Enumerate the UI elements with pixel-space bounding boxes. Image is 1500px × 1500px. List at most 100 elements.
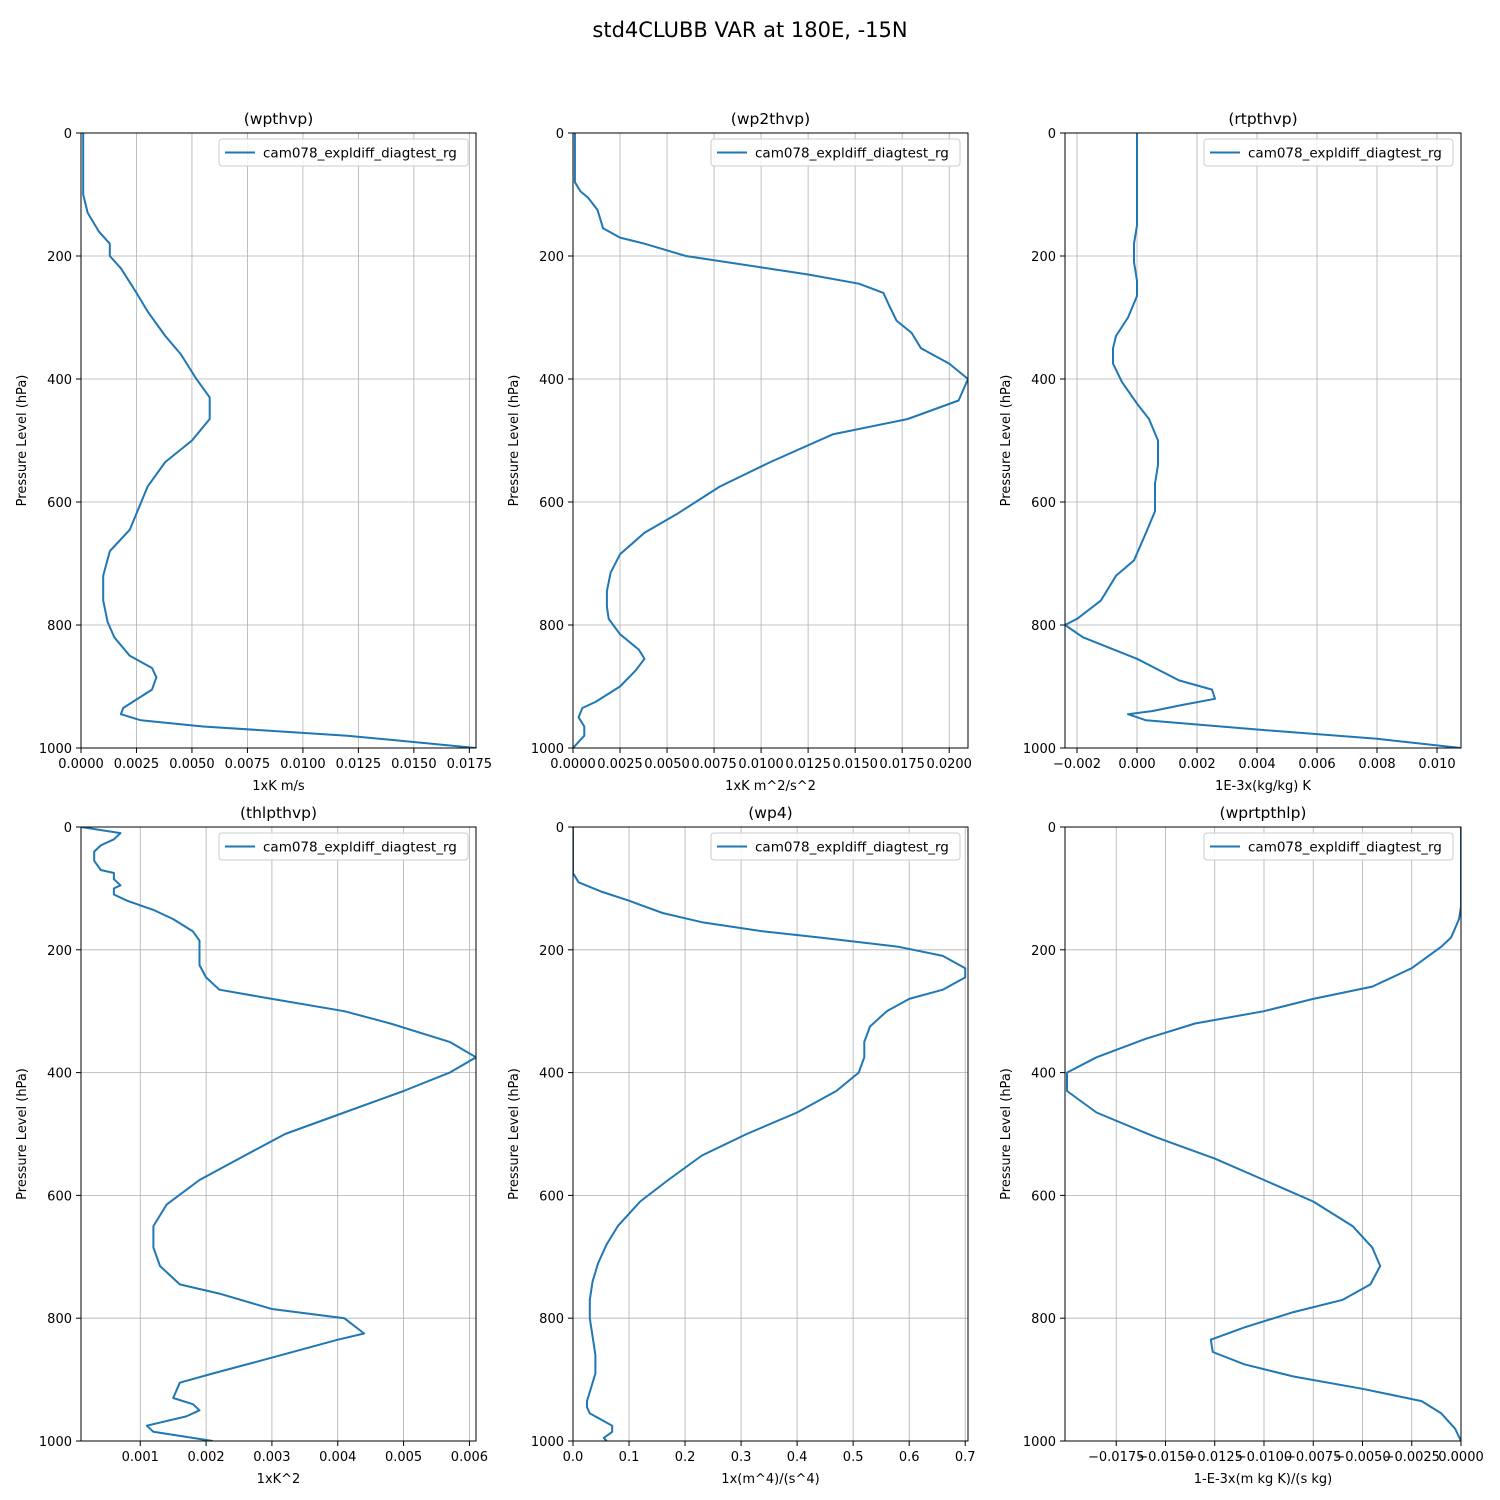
legend-entry-label: cam078_expldiff_diagtest_rg (755, 146, 949, 162)
x-tick-label: 0.0075 (225, 757, 271, 772)
x-tick-label: 0.1 (619, 1450, 640, 1465)
x-tick-label: −0.0125 (1187, 1450, 1243, 1465)
y-tick-label: 800 (47, 619, 72, 634)
legend: cam078_expldiff_diagtest_rg (1203, 138, 1454, 167)
y-axis-label: Pressure Level (hPa) (999, 375, 1014, 507)
x-tick-label: 0.002 (187, 1450, 224, 1465)
x-tick-label: 0.0150 (832, 757, 878, 772)
y-tick-label: 600 (47, 496, 72, 511)
x-tick-label: 0.010 (1418, 757, 1455, 772)
y-tick-label: 400 (1031, 373, 1056, 388)
subplot-2: 0.0000 0.0025 0.0050 0.0075 0.0100 0.0125 0.01… (507, 110, 972, 794)
y-tick-label: 0 (64, 821, 72, 836)
x-tick-label: 0.0050 (169, 757, 215, 772)
x-tick-label: −0.0175 (1088, 1450, 1144, 1465)
x-tick-label: 0.008 (1358, 757, 1395, 772)
y-tick-label: 400 (47, 1067, 72, 1082)
x-axis-label: 1E-3x(kg/kg) K (1215, 779, 1311, 794)
axes-frame (1064, 826, 1462, 1442)
y-tick-label: 600 (539, 496, 564, 511)
y-tick-label: 1000 (39, 742, 72, 757)
y-tick-label: 1000 (531, 1435, 564, 1450)
legend-box (1203, 832, 1454, 861)
subplot-3: −0.002 0.000 0.002 0.004 0.006 0.008 0.010 0 200… (999, 110, 1462, 794)
x-tick-label: 0.0175 (879, 757, 925, 772)
legend-entry-label: cam078_expldiff_diagtest_rg (1248, 840, 1442, 856)
y-tick-label: 800 (539, 619, 564, 634)
x-tick-label: 0.004 (319, 1450, 356, 1465)
x-tick-label: 0.0175 (447, 757, 493, 772)
y-tick-label: 0 (1048, 127, 1056, 142)
y-tick-label: 0 (64, 127, 72, 142)
legend-box (710, 138, 961, 167)
legend-entry-label: cam078_expldiff_diagtest_rg (263, 146, 457, 162)
y-tick-label: 600 (539, 1189, 564, 1204)
x-tick-label: 0.006 (451, 1450, 488, 1465)
x-tick-label: 0.003 (253, 1450, 290, 1465)
x-tick-label: 0.0075 (691, 757, 737, 772)
x-tick-label: −0.0025 (1384, 1450, 1440, 1465)
y-tick-label: 800 (1031, 619, 1056, 634)
x-axis-label: 1xK^2 (257, 1472, 301, 1487)
x-tick-label: 0.0000 (1438, 1450, 1484, 1465)
y-tick-label: 400 (47, 373, 72, 388)
x-tick-label: 0.5 (843, 1450, 864, 1465)
axes-frame (572, 132, 969, 749)
x-tick-label: −0.0050 (1334, 1450, 1390, 1465)
x-tick-label: 0.002 (1178, 757, 1215, 772)
legend-entry-label: cam078_expldiff_diagtest_rg (263, 840, 457, 856)
x-tick-label: 0.2 (675, 1450, 696, 1465)
y-tick-label: 200 (47, 250, 72, 265)
legend-box (1203, 138, 1454, 167)
x-axis-label: 1xK m/s (252, 779, 305, 794)
y-tick-label: 200 (539, 250, 564, 265)
x-axis-label: 1x(m^4)/(s^4) (721, 1472, 819, 1487)
x-tick-label: 0.3 (731, 1450, 752, 1465)
x-tick-label: −0.0075 (1285, 1450, 1341, 1465)
x-tick-label: 0.0125 (336, 757, 382, 772)
x-tick-label: 0.0125 (785, 757, 831, 772)
x-tick-label: 0.004 (1238, 757, 1275, 772)
y-axis-label: Pressure Level (hPa) (507, 1068, 522, 1200)
y-axis-label: Pressure Level (hPa) (999, 1068, 1014, 1200)
axes-frame (80, 132, 477, 749)
x-tick-label: −0.0100 (1236, 1450, 1292, 1465)
subplot-title: (wp2thvp) (731, 110, 810, 128)
figure-title: std4CLUBB VAR at 180E, -15N (592, 18, 907, 42)
x-tick-label: 0.7 (955, 1450, 976, 1465)
subplot-title: (wpthvp) (244, 110, 314, 128)
x-tick-label: −0.002 (1053, 757, 1101, 772)
y-tick-label: 1000 (1023, 1435, 1056, 1450)
subplot-title: (wp4) (748, 804, 792, 822)
x-tick-label: 0.6 (899, 1450, 920, 1465)
axes-frame (80, 826, 477, 1442)
legend-box (218, 832, 469, 861)
x-tick-label: 0.0150 (391, 757, 437, 772)
x-tick-label: 0.001 (122, 1450, 159, 1465)
y-tick-label: 200 (1031, 944, 1056, 959)
x-tick-label: 0.0200 (926, 757, 972, 772)
series-line (1066, 827, 1461, 1441)
x-tick-label: 0.4 (787, 1450, 808, 1465)
subplot-4: 0.001 0.002 0.003 0.004 0.005 0.006 0 200 400 600… (15, 804, 488, 1487)
subplot-6: −0.0175−0.0150−0.0125−0.0100−0.0075−0.00… (999, 804, 1484, 1487)
x-tick-label: 0.0025 (114, 757, 160, 772)
subplot-title: (wprtpthlp) (1220, 804, 1307, 822)
axes-frame (1064, 132, 1462, 749)
legend-box (710, 832, 961, 861)
legend: cam078_expldiff_diagtest_rg (218, 832, 469, 861)
series-line (1065, 133, 1461, 748)
y-tick-label: 1000 (39, 1435, 72, 1450)
subplot-1: 0.0000 0.0025 0.0050 0.0075 0.0100 0.0125 0.01… (15, 110, 492, 794)
x-tick-label: 0.005 (385, 1450, 422, 1465)
y-tick-label: 800 (539, 1312, 564, 1327)
y-tick-label: 600 (47, 1189, 72, 1204)
x-tick-label: 0.0 (563, 1450, 584, 1465)
legend: cam078_expldiff_diagtest_rg (710, 832, 961, 861)
y-tick-label: 600 (1031, 1189, 1056, 1204)
y-tick-label: 0 (1048, 821, 1056, 836)
x-tick-label: 0.0000 (58, 757, 104, 772)
legend-box (218, 138, 469, 167)
